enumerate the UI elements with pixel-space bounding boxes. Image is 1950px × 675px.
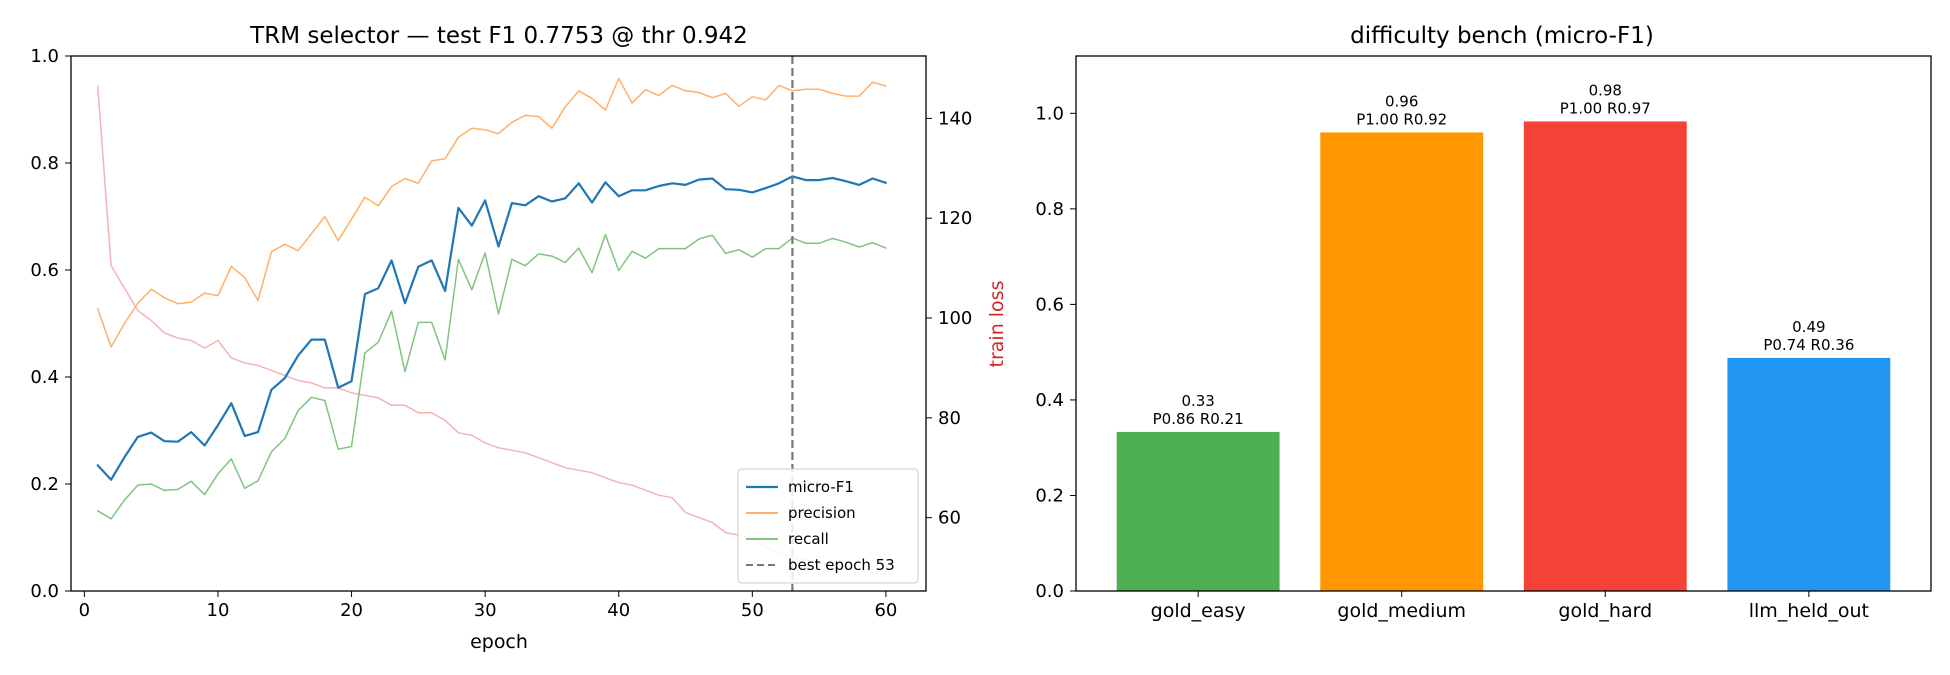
y-tick-label: 0.6: [30, 260, 59, 281]
bar-llm-held-out: [1727, 357, 1891, 591]
x-tick-label: 50: [741, 600, 764, 621]
chart1-xlabel: epoch: [470, 631, 528, 653]
bar-pr-label: P1.00 R0.97: [1560, 99, 1651, 117]
bar-value-label: 0.96: [1385, 92, 1418, 110]
legend-label: recall: [788, 530, 829, 548]
category-label: llm_held_out: [1749, 600, 1869, 622]
chart1-y2label: train loss: [986, 281, 1008, 368]
x-tick-label: 60: [874, 600, 897, 621]
chart1-legend: micro-F1 precision recall best epoch 53: [737, 468, 919, 584]
x-tick-label: 40: [607, 600, 630, 621]
bar-gold-hard: [1523, 121, 1687, 592]
chart2-title: difficulty bench (micro-F1): [1350, 23, 1654, 49]
y2-tick-label: 140: [938, 108, 972, 129]
y-tick-label: 1.0: [30, 46, 59, 67]
y-tick-label: 0.8: [1035, 199, 1064, 220]
bar-value-label: 0.33: [1181, 392, 1214, 410]
y-tick-label: 0.8: [30, 153, 59, 174]
category-label: gold_hard: [1558, 600, 1652, 622]
bar-pr-label: P1.00 R0.92: [1356, 110, 1447, 128]
x-tick-label: 30: [474, 600, 497, 621]
category-label: gold_medium: [1337, 600, 1466, 622]
bar-gold-medium: [1320, 132, 1484, 591]
y-tick-label: 0.0: [1035, 581, 1064, 602]
category-label: gold_easy: [1151, 600, 1246, 622]
y-tick-label: 0.2: [30, 474, 59, 495]
series-line-precision: [96, 77, 887, 348]
y-tick-label: 0.4: [1035, 390, 1064, 411]
training-curves-chart: TRM selector — test F1 0.7753 @ thr 0.94…: [30, 23, 1008, 653]
x-tick-label: 10: [207, 600, 230, 621]
y2-tick-label: 120: [938, 208, 972, 229]
series-line-recall: [96, 233, 887, 520]
x-tick-label: 0: [79, 600, 90, 621]
y-tick-label: 1.0: [1035, 103, 1064, 124]
legend-label: micro-F1: [788, 478, 854, 496]
y-tick-label: 0.2: [1035, 485, 1064, 506]
chart2-plot-frame: [1075, 55, 1932, 592]
legend-box: [737, 468, 919, 584]
y-tick-label: 0.6: [1035, 294, 1064, 315]
bar-value-label: 0.98: [1589, 81, 1622, 99]
series-line-micro-f1: [96, 175, 888, 481]
chart1-plot-frame: [70, 55, 927, 592]
bar-pr-label: P0.86 R0.21: [1153, 410, 1244, 428]
bar-gold-easy: [1116, 431, 1280, 591]
legend-label: precision: [788, 504, 856, 522]
chart1-title: TRM selector — test F1 0.7753 @ thr 0.94…: [249, 23, 748, 49]
y2-tick-label: 100: [938, 308, 972, 329]
y-tick-label: 0.0: [30, 581, 59, 602]
bar-value-label: 0.49: [1792, 318, 1825, 336]
x-tick-label: 20: [340, 600, 363, 621]
legend-label: best epoch 53: [788, 556, 895, 574]
bar-pr-label: P0.74 R0.36: [1763, 336, 1854, 354]
y-tick-label: 0.4: [30, 367, 59, 388]
y2-tick-label: 60: [938, 508, 961, 529]
y2-tick-label: 80: [938, 408, 961, 429]
